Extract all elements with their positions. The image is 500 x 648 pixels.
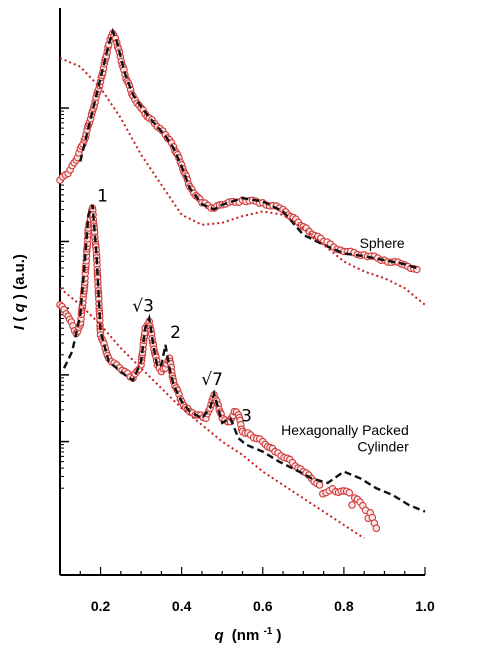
peak-label: 2 [170,323,181,343]
x-axis-exponent: -1 [263,626,272,637]
form-factor-line [59,287,365,540]
y-axis-symbol: I [11,325,28,330]
fit-line [79,27,418,270]
peak-label: 1 [97,186,108,206]
y-axis-unit: (a.u.) [11,254,28,290]
axes [59,8,425,576]
plot-area [56,27,426,540]
peak-label: 3 [241,407,252,427]
y-ticks [60,107,69,489]
x-axis-unit: (nm [232,627,260,644]
peak-label: √7 [201,370,223,390]
form-factor-line [59,57,426,306]
series-label: Sphere [360,235,405,251]
x-tick-label: 0.4 [172,598,192,614]
y-axis-title: I ( q ) (a.u.) [11,254,28,330]
x-axis-close: ) [277,627,282,644]
x-tick-label: 0.8 [334,598,354,614]
series-label: Hexagonally Packed [281,422,409,438]
data-point [315,481,324,489]
y-axis-variable: q [11,303,28,312]
x-tick-label: 0.2 [91,598,111,614]
data-point [348,501,356,509]
x-tick-label: 1.0 [415,598,435,614]
y-axis-close: ) [11,294,28,299]
data-point [372,524,381,533]
peak-label: √3 [132,297,154,317]
x-axis-title: q (nm -1 ) [214,621,281,644]
y-axis-open: ( [11,317,28,322]
x-ticks: 0.2 0.4 0.6 0.8 1.0 [59,567,435,614]
data-point [345,489,354,497]
series-points [56,204,381,533]
x-tick-label: 0.6 [253,598,273,614]
series-label: Cylinder [357,439,409,455]
fit-line [62,204,426,513]
x-axis-symbol: q [214,627,223,644]
